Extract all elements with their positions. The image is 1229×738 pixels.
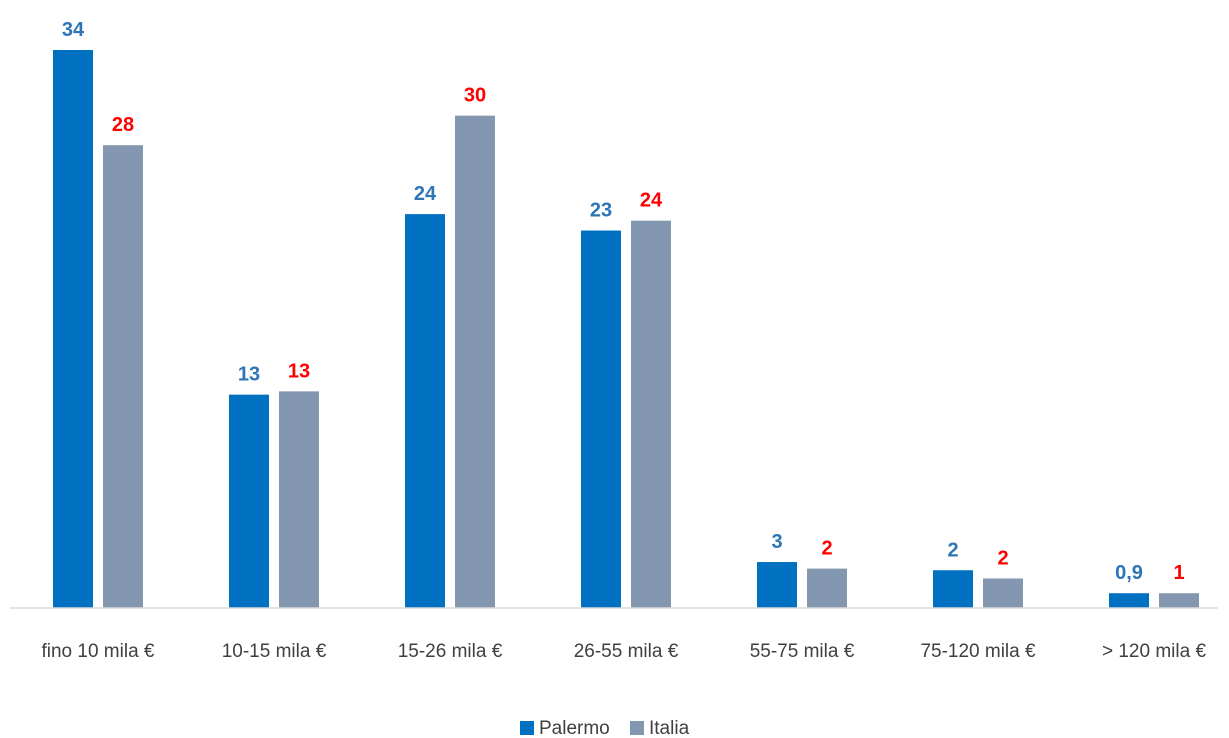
bar-palermo-0: [53, 50, 93, 608]
bar-italia-4: [807, 568, 847, 608]
value-label-palermo-6: 0,9: [1115, 562, 1143, 584]
bar-italia-0: [103, 145, 143, 608]
legend-swatch-palermo: [520, 721, 534, 735]
category-label-4: 55-75 mila €: [750, 641, 855, 662]
bar-palermo-6: [1109, 593, 1149, 608]
value-label-palermo-5: 2: [947, 539, 958, 561]
value-label-italia-6: 1: [1173, 562, 1184, 584]
legend: Palermo Italia: [520, 718, 690, 738]
bar-palermo-5: [933, 570, 973, 608]
value-label-italia-4: 2: [821, 538, 832, 560]
bar-palermo-1: [229, 394, 269, 608]
value-label-palermo-1: 13: [238, 364, 260, 386]
bar-italia-6: [1159, 593, 1199, 608]
bar-palermo-2: [405, 214, 445, 608]
bar-italia-2: [455, 115, 495, 608]
category-label-3: 26-55 mila €: [574, 641, 679, 662]
bar-italia-3: [631, 220, 671, 608]
bar-italia-5: [983, 578, 1023, 608]
value-labels-group: 34 28 13 13 24 30 23 24 3 2 2 2 0,9 1: [62, 19, 1185, 584]
value-label-italia-0: 28: [112, 114, 134, 136]
category-label-2: 15-26 mila €: [398, 641, 503, 662]
category-label-0: fino 10 mila €: [41, 641, 154, 662]
legend-label-palermo: Palermo: [539, 718, 610, 738]
bars-group: [53, 50, 1199, 608]
value-label-italia-5: 2: [997, 547, 1008, 569]
category-label-6: > 120 mila €: [1102, 641, 1206, 662]
value-label-italia-3: 24: [640, 190, 663, 212]
value-label-italia-1: 13: [288, 360, 310, 382]
value-label-palermo-0: 34: [62, 19, 85, 41]
value-label-palermo-3: 23: [590, 200, 612, 222]
category-label-5: 75-120 mila €: [920, 641, 1036, 662]
value-label-palermo-4: 3: [771, 531, 782, 553]
bar-palermo-3: [581, 230, 621, 608]
category-label-1: 10-15 mila €: [222, 641, 327, 662]
value-label-palermo-2: 24: [414, 183, 437, 205]
category-labels-group: fino 10 mila € 10-15 mila € 15-26 mila € 26…: [41, 641, 1206, 662]
legend-label-italia: Italia: [649, 718, 690, 738]
legend-swatch-italia: [630, 721, 644, 735]
bar-palermo-4: [757, 562, 797, 608]
value-label-italia-2: 30: [464, 85, 486, 107]
bar-italia-1: [279, 391, 319, 608]
